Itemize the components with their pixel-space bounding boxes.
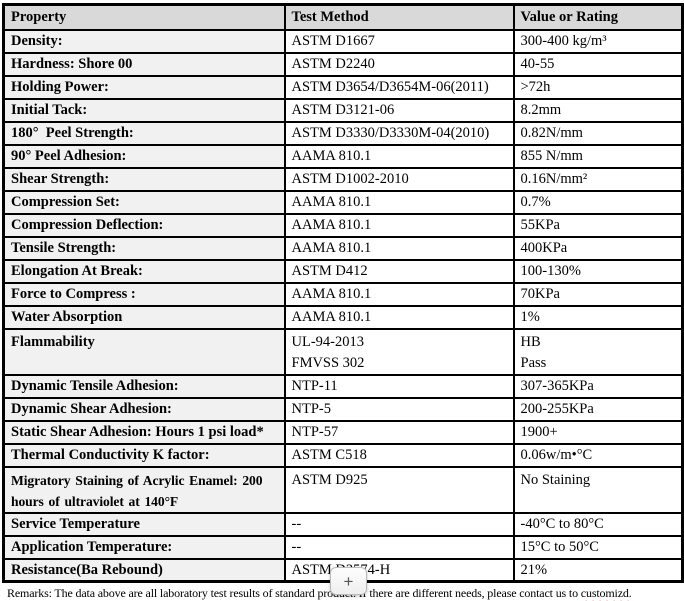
plus-icon: + [343, 571, 354, 591]
property-cell: Dynamic Shear Adhesion: [2, 396, 286, 422]
property-cell: Migratory Staining of Acrylic Enamel: 20… [2, 465, 286, 514]
table-header-row: Property Test Method Value or Rating [2, 3, 684, 31]
table-row-180-peel-strength: 180° Peel Strength: ASTM D3330/D3330M-04… [2, 120, 684, 146]
value-cell: No Staining [512, 465, 684, 514]
value-cell: 40-55 [512, 51, 684, 77]
test-method-cell: ASTM C518 [283, 442, 515, 468]
table-row-initial-tack: Initial Tack: ASTM D3121-06 8.2mm [2, 97, 684, 123]
property-cell: Static Shear Adhesion: Hours 1 psi load* [2, 419, 286, 445]
value-cell: 0.7% [512, 189, 684, 215]
test-method-cell: AAMA 810.1 [283, 235, 515, 261]
value-cell: 200-255KPa [512, 396, 684, 422]
value-cell: 1% [512, 304, 684, 330]
misspelled-word: customizd [580, 586, 629, 600]
test-method-cell: -- [283, 534, 515, 560]
value-cell: 70KPa [512, 281, 684, 307]
value-cell: 100-130% [512, 258, 684, 284]
remarks-suffix: . [628, 586, 632, 600]
column-header-test-method: Test Method [283, 3, 515, 31]
property-cell: Density: [2, 28, 286, 54]
table-row-shear-strength: Shear Strength: ASTM D1002-2010 0.16N/mm… [2, 166, 684, 192]
value-cell: 21% [512, 557, 684, 583]
table-row-dynamic-shear-adhesion: Dynamic Shear Adhesion: NTP-5 200-255KPa [2, 396, 684, 422]
test-method-cell: ASTM D3654/D3654M-06(2011) [283, 74, 515, 100]
test-method-cell: ASTM D3574-H [283, 557, 515, 583]
value-cell: 15°C to 50°C [512, 534, 684, 560]
value-cell: 400KPa [512, 235, 684, 261]
test-method-cell: UL-94-2013 FMVSS 302 [283, 327, 515, 376]
property-cell: Initial Tack: [2, 97, 286, 123]
property-cell: Flammability [2, 327, 286, 376]
value-cell: HB Pass [512, 327, 684, 376]
property-cell: Holding Power: [2, 74, 286, 100]
property-cell: Application Temperature: [2, 534, 286, 560]
value-cell: -40°C to 80°C [512, 511, 684, 537]
test-method-cell: AAMA 810.1 [283, 304, 515, 330]
test-method-cell: ASTM D3330/D3330M-04(2010) [283, 120, 515, 146]
property-cell: Service Temperature [2, 511, 286, 537]
test-method-cell: NTP-57 [283, 419, 515, 445]
table-row-elongation: Elongation At Break: ASTM D412 100-130% [2, 258, 684, 284]
table-row-flammability: Flammability UL-94-2013 FMVSS 302 HB Pas… [2, 327, 684, 376]
table-row-90-peel-adhesion: 90° Peel Adhesion: AAMA 810.1 855 N/mm [2, 143, 684, 169]
value-cell: 55KPa [512, 212, 684, 238]
table-row-force-to-compress: Force to Compress : AAMA 810.1 70KPa [2, 281, 684, 307]
table-row-density: Density: ASTM D1667 300-400 kg/m³ [2, 28, 684, 54]
test-method-cell: AAMA 810.1 [283, 189, 515, 215]
test-method-cell: ASTM D2240 [283, 51, 515, 77]
table-row-water-absorption: Water Absorption AAMA 810.1 1% [2, 304, 684, 330]
property-cell: Resistance(Ba Rebound) [2, 557, 286, 583]
table-row-thermal-conductivity: Thermal Conductivity K factor: ASTM C518… [2, 442, 684, 468]
property-cell: Shear Strength: [2, 166, 286, 192]
test-method-cell: ASTM D412 [283, 258, 515, 284]
table-row-application-temperature: Application Temperature: -- 15°C to 50°C [2, 534, 684, 560]
property-cell: Tensile Strength: [2, 235, 286, 261]
property-cell: Compression Set: [2, 189, 286, 215]
test-method-cell: ASTM D1002-2010 [283, 166, 515, 192]
test-method-cell: ASTM D3121-06 [283, 97, 515, 123]
table-row-holding-power: Holding Power: ASTM D3654/D3654M-06(2011… [2, 74, 684, 100]
test-method-cell: AAMA 810.1 [283, 143, 515, 169]
property-cell: 90° Peel Adhesion: [2, 143, 286, 169]
table-row-migratory-staining: Migratory Staining of Acrylic Enamel: 20… [2, 465, 684, 514]
value-cell: 0.06w/m•°C [512, 442, 684, 468]
test-method-cell: NTP-11 [283, 373, 515, 399]
test-method-cell: ASTM D1667 [283, 28, 515, 54]
property-cell: Elongation At Break: [2, 258, 286, 284]
value-cell: >72h [512, 74, 684, 100]
table-row-compression-deflection: Compression Deflection: AAMA 810.1 55KPa [2, 212, 684, 238]
value-cell: 8.2mm [512, 97, 684, 123]
test-method-cell: AAMA 810.1 [283, 212, 515, 238]
value-cell: 855 N/mm [512, 143, 684, 169]
remarks-prefix: Remarks: The data above are all laborato… [7, 586, 581, 600]
value-cell: 307-365KPa [512, 373, 684, 399]
property-cell: Compression Deflection: [2, 212, 286, 238]
table-row-dynamic-tensile-adhesion: Dynamic Tensile Adhesion: NTP-11 307-365… [2, 373, 684, 399]
property-cell: Force to Compress : [2, 281, 286, 307]
table-row-resistance-rebound: Resistance(Ba Rebound) ASTM D3574-H 21% [2, 557, 684, 583]
property-cell: 180° Peel Strength: [2, 120, 286, 146]
zoom-in-button[interactable]: + [330, 567, 367, 595]
spec-table: Property Test Method Value or Rating Den… [2, 3, 684, 583]
test-method-cell: NTP-5 [283, 396, 515, 422]
table-row-static-shear-adhesion: Static Shear Adhesion: Hours 1 psi load*… [2, 419, 684, 445]
table-row-tensile-strength: Tensile Strength: AAMA 810.1 400KPa [2, 235, 684, 261]
value-cell: 1900+ [512, 419, 684, 445]
property-cell: Water Absorption [2, 304, 286, 330]
test-method-cell: -- [283, 511, 515, 537]
column-header-value-or-rating: Value or Rating [512, 3, 684, 31]
test-method-cell: ASTM D925 [283, 465, 515, 514]
value-cell: 0.82N/mm [512, 120, 684, 146]
table-row-service-temperature: Service Temperature -- -40°C to 80°C [2, 511, 684, 537]
table-row-compression-set: Compression Set: AAMA 810.1 0.7% [2, 189, 684, 215]
property-cell: Dynamic Tensile Adhesion: [2, 373, 286, 399]
property-cell: Hardness: Shore 00 [2, 51, 286, 77]
value-cell: 0.16N/mm² [512, 166, 684, 192]
property-cell: Thermal Conductivity K factor: [2, 442, 286, 468]
table-row-hardness: Hardness: Shore 00 ASTM D2240 40-55 [2, 51, 684, 77]
document-page: Property Test Method Value or Rating Den… [0, 3, 684, 600]
value-cell: 300-400 kg/m³ [512, 28, 684, 54]
column-header-property: Property [2, 3, 286, 31]
test-method-cell: AAMA 810.1 [283, 281, 515, 307]
